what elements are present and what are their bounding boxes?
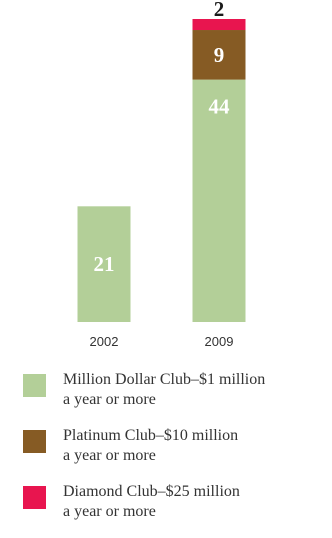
stacked-bar-chart: 21 2002 44 9 2 2009 [77,0,246,349]
legend-label-million-dollar-club: Million Dollar Club–$1 million a year or… [63,370,328,410]
legend-swatch-million-dollar-club [23,374,46,397]
legend-swatch-diamond-club [23,486,46,509]
x-tick-label-2002: 2002 [90,334,119,349]
legend-label-diamond-club: Diamond Club–$25 million a year or more [63,482,328,522]
legend-item-million-dollar-club: Million Dollar Club–$1 million a year or… [23,370,328,426]
bar-segment-2009-series-2 [192,19,246,31]
legend-label-line1: Million Dollar Club–$1 million [63,371,266,388]
bar-segment-2009-series-0 [192,79,246,322]
legend-item-diamond-club: Diamond Club–$25 million a year or more [23,482,328,538]
legend-swatch-platinum-club [23,430,46,453]
bar-segment-2009-series-1 [192,30,246,80]
legend-label-platinum-club: Platinum Club–$10 million a year or more [63,426,328,466]
x-tick-label-2009: 2009 [205,334,234,349]
legend-label-line1: Platinum Club–$10 million [63,427,239,444]
bar-value-label-2009-series-1: 9 [214,43,225,67]
legend-item-platinum-club: Platinum Club–$10 million a year or more [23,426,328,482]
chart-legend: Million Dollar Club–$1 million a year or… [23,370,328,538]
bar-value-label-2009-series-2: 2 [214,0,225,21]
bar-value-label-2009-series-0: 44 [209,95,231,119]
legend-label-line2: a year or more [63,503,156,520]
legend-label-line2: a year or more [63,447,156,464]
legend-label-line1: Diamond Club–$25 million [63,483,240,500]
bar-segment-2002-series-0 [77,206,131,322]
bar-value-label-2002-series-0: 21 [94,252,115,276]
legend-label-line2: a year or more [63,391,156,408]
